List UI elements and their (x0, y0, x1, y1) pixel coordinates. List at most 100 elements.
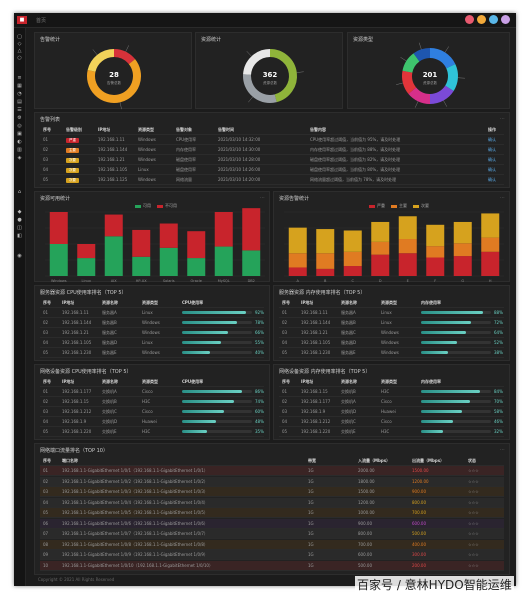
confirm-link[interactable]: 确认 (488, 147, 496, 152)
chart-bar[interactable] (288, 267, 307, 276)
donut-segment[interactable] (113, 49, 136, 65)
sidebar-nav-icon[interactable]: ⌂ (17, 189, 22, 195)
table-row[interactable]: 04 192.168.1.1-GigabitEthernet 1/0/4（192.… (40, 497, 504, 508)
chart-bar[interactable] (242, 250, 261, 276)
table-row[interactable]: 02 主要 192.168.1.144 Windows 内存使用率 2021/03/10 … (40, 145, 504, 155)
app-logo[interactable]: ■ (17, 16, 27, 24)
donut-segment[interactable] (429, 85, 454, 104)
sidebar-nav-icon[interactable]: ◎ (17, 123, 22, 129)
table-row[interactable]: 05 192.168.1.1-GigabitEthernet 1/0/5（192.… (40, 508, 504, 518)
sidebar-nav-icon[interactable]: ▣ (17, 131, 22, 137)
sidebar-nav-icon[interactable]: ◐ (17, 139, 22, 145)
table-row[interactable]: 04 192.168.1.9 交换机D Huawei 48% (40, 417, 264, 427)
chart-bar[interactable] (343, 266, 362, 276)
chart-bar[interactable] (132, 229, 151, 257)
chart-bar[interactable] (453, 256, 472, 276)
sidebar-nav-icon[interactable]: ⚙ (17, 115, 22, 121)
donut-segment[interactable] (243, 49, 271, 76)
table-row[interactable]: 04 192.168.1.212 交换机C Cisco 46% (279, 417, 504, 427)
chart-bar[interactable] (159, 247, 178, 276)
table-row[interactable]: 02 192.168.1.144 服务器B Linux 72% (279, 318, 504, 328)
chart-bar[interactable] (316, 268, 335, 276)
chart-bar[interactable] (159, 223, 178, 248)
chart-bar[interactable] (288, 253, 307, 268)
sidebar-nav-icon[interactable]: ● (17, 217, 22, 223)
table-row[interactable]: 05 192.168.1.220 交换机E H3C 32% (279, 427, 504, 437)
table-row[interactable]: 01 192.168.1.11 服务器A Linux 92% (40, 308, 264, 318)
sidebar-nav-icon[interactable]: △ (17, 48, 22, 54)
chart-bar[interactable] (49, 212, 68, 244)
confirm-link[interactable]: 确认 (488, 137, 496, 142)
chart-bar[interactable] (398, 239, 417, 254)
donut-segment[interactable] (408, 87, 431, 104)
table-row[interactable]: 02 192.168.1.144 服务器B Windows 78% (40, 318, 264, 328)
table-row[interactable]: 01 192.168.1.177 交换机A Cisco 86% (40, 387, 264, 397)
sidebar-nav-icon[interactable]: ≡ (17, 75, 22, 81)
table-row[interactable]: 06 192.168.1.1-GigabitEthernet 1/0/6（192.… (40, 518, 504, 529)
chart-bar[interactable] (187, 258, 206, 276)
table-row[interactable]: 03 192.168.1.21 服务器C Windows 64% (279, 328, 504, 338)
chart-bar[interactable] (426, 224, 445, 247)
donut-segment[interactable] (429, 48, 456, 69)
table-row[interactable]: 02 192.168.1.1-GigabitEthernet 1/0/2（192.… (40, 476, 504, 487)
table-row[interactable]: 02 192.168.1.15 交换机B H3C 74% (40, 397, 264, 407)
chart-bar[interactable] (104, 236, 123, 276)
sidebar-nav-icon[interactable]: ◈ (17, 155, 22, 161)
chart-bar[interactable] (343, 251, 362, 267)
avatar[interactable] (501, 15, 510, 24)
chart-bar[interactable] (371, 221, 390, 242)
sidebar-nav-icon[interactable]: ▤ (17, 99, 22, 105)
chart-bar[interactable] (242, 208, 261, 251)
donut-segment[interactable] (87, 59, 141, 103)
table-row[interactable]: 03 192.168.1.1-GigabitEthernet 1/0/3（192.… (40, 487, 504, 497)
table-row[interactable]: 01 192.168.1.1-GigabitEthernet 1/0/1（192.… (40, 466, 504, 476)
sidebar-nav-icon[interactable]: ▥ (17, 147, 22, 153)
breadcrumb[interactable]: 首页 (36, 18, 47, 24)
chart-bar[interactable] (104, 214, 123, 237)
donut-segment[interactable] (413, 48, 431, 62)
chart-bar[interactable] (371, 254, 390, 276)
chart-bar[interactable] (371, 241, 390, 255)
more-icon[interactable]: ⋯ (500, 195, 505, 201)
sidebar-nav-icon[interactable]: ☰ (17, 107, 22, 113)
table-row[interactable]: 04 次要 192.168.1.105 Linux 磁盘使用率 2021/03/10 14… (40, 165, 504, 175)
sidebar-nav-icon[interactable]: ◉ (17, 253, 22, 259)
message-icon[interactable] (477, 15, 486, 24)
legend-item[interactable]: 严重 (369, 203, 385, 209)
chart-bar[interactable] (398, 253, 417, 276)
table-row[interactable]: 01 192.168.1.11 服务器A Linux 88% (279, 308, 504, 318)
chart-bar[interactable] (453, 221, 472, 244)
sidebar-nav-icon[interactable]: ○ (17, 55, 22, 61)
table-row[interactable]: 10 192.168.1.1-GigabitEthernet 1/0/10（192… (40, 560, 504, 571)
table-row[interactable]: 01 192.168.1.15 交换机B H3C 84% (279, 387, 504, 397)
chart-bar[interactable] (481, 213, 500, 238)
table-row[interactable]: 03 192.168.1.9 交换机D Huawei 58% (279, 407, 504, 417)
table-row[interactable]: 05 192.168.1.230 服务器E Windows 40% (40, 348, 264, 358)
confirm-link[interactable]: 确认 (488, 167, 496, 172)
confirm-link[interactable]: 确认 (488, 177, 496, 182)
chart-bar[interactable] (316, 229, 335, 254)
notification-icon[interactable] (465, 15, 474, 24)
more-icon[interactable]: ⋯ (500, 116, 505, 122)
donut-segment[interactable] (402, 53, 420, 73)
chart-bar[interactable] (214, 212, 233, 247)
table-row[interactable]: 09 192.168.1.1-GigabitEthernet 1/0/9（192.… (40, 550, 504, 560)
table-row[interactable]: 05 次要 192.168.1.125 Windows 网络流量 2021/03/10 1… (40, 175, 504, 185)
table-row[interactable]: 03 192.168.1.212 交换机C Cisco 60% (40, 407, 264, 417)
chart-bar[interactable] (453, 243, 472, 257)
sidebar-nav-icon[interactable]: ◆ (17, 209, 22, 215)
table-row[interactable]: 02 192.168.1.177 交换机A Cisco 70% (279, 397, 504, 407)
chart-bar[interactable] (481, 237, 500, 252)
table-row[interactable]: 08 192.168.1.1-GigabitEthernet 1/0/8（192.… (40, 539, 504, 550)
settings-icon[interactable] (489, 15, 498, 24)
sidebar-nav-icon[interactable]: ▢ (17, 34, 22, 40)
table-row[interactable]: 03 次要 192.168.1.21 Windows 磁盘使用率 2021/03/10 1… (40, 155, 504, 165)
confirm-link[interactable]: 确认 (488, 157, 496, 162)
chart-bar[interactable] (426, 246, 445, 258)
legend-item[interactable]: 次要 (413, 203, 429, 209)
sidebar-nav-icon[interactable]: ◫ (17, 225, 22, 231)
table-row[interactable]: 05 192.168.1.220 交换机E H3C 35% (40, 427, 264, 437)
chart-bar[interactable] (288, 227, 307, 254)
chart-bar[interactable] (426, 257, 445, 276)
chart-bar[interactable] (481, 251, 500, 276)
